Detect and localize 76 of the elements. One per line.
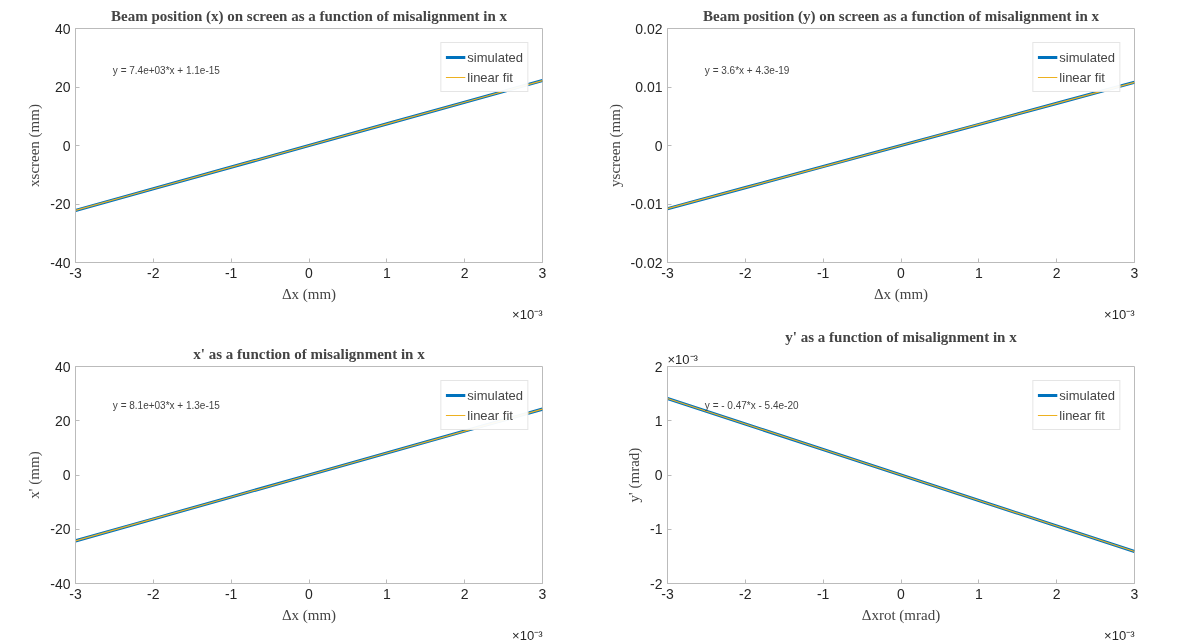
x-tick-label: 0 bbox=[897, 264, 906, 281]
x-tick-label: -2 bbox=[147, 585, 160, 602]
annotation: y = 8.1e+03*x + 1.3e-15 bbox=[112, 400, 221, 412]
x-tick-label: -1 bbox=[816, 264, 830, 281]
y-tick-label: 0.02 bbox=[635, 20, 663, 37]
chart-title: Beam position (x) on screen as a function of misalignment in x bbox=[111, 7, 508, 25]
y-tick-label: 40 bbox=[54, 20, 71, 37]
y-tick-label: 0 bbox=[654, 467, 663, 483]
y-tick-label: 2 bbox=[654, 358, 663, 375]
x-tick-label: -3 bbox=[661, 585, 674, 602]
annotation: y = 7.4e+03*x + 1.1e-15 bbox=[112, 65, 221, 77]
x-tick-label: -2 bbox=[739, 264, 752, 281]
annotation: y = 3.6*x + 4.3e-19 bbox=[704, 65, 790, 77]
y-tick-label: -20 bbox=[50, 521, 71, 538]
text: ×10⁻³ bbox=[1104, 627, 1136, 643]
legend-label: simulated bbox=[467, 49, 523, 65]
x-axis-title: Δx (mm) bbox=[281, 606, 337, 624]
y-axis-title: y' (mrad) bbox=[626, 447, 644, 503]
y-tick-label: -0.02 bbox=[630, 254, 663, 271]
x-tick-label: -3 bbox=[69, 585, 82, 602]
x-tick-label: -1 bbox=[224, 264, 238, 281]
x-tick-label: 3 bbox=[1130, 585, 1139, 602]
legend-label: linear fit bbox=[467, 407, 513, 423]
x-tick-label: 0 bbox=[305, 264, 314, 281]
y-axis-title: yscreen (mm) bbox=[606, 104, 624, 187]
text: ×10⁻³ bbox=[512, 306, 544, 322]
x-tick-label: 3 bbox=[1130, 264, 1139, 281]
chart-title: y' as a function of misalignment in x bbox=[785, 328, 1018, 345]
chart-title: Beam position (y) on screen as a function of misalignment in x bbox=[703, 7, 1100, 25]
y-tick-label: 20 bbox=[54, 412, 71, 429]
x-tick-label: 2 bbox=[460, 585, 469, 602]
x-tick-label: 1 bbox=[382, 585, 391, 602]
x-tick-label: -3 bbox=[69, 264, 82, 281]
y-tick-label: 0 bbox=[62, 467, 71, 483]
text: ×10⁻³ bbox=[1104, 306, 1136, 322]
x-tick-label: 1 bbox=[974, 585, 983, 602]
legend-label: linear fit bbox=[1059, 407, 1105, 423]
annotation: y = - 0.47*x - 5.4e-20 bbox=[704, 400, 799, 412]
x-tick-label: 2 bbox=[460, 264, 469, 281]
y-tick-label: -40 bbox=[50, 575, 71, 592]
x-tick-label: -2 bbox=[739, 585, 752, 602]
x-tick-label: 0 bbox=[897, 585, 906, 602]
x-tick-label: -3 bbox=[661, 264, 674, 281]
text: ×10⁻³ bbox=[512, 627, 544, 643]
legend-label: simulated bbox=[1059, 49, 1115, 65]
y-tick-label: -40 bbox=[50, 254, 71, 271]
legend-label: linear fit bbox=[467, 69, 513, 85]
x-tick-label: 2 bbox=[1052, 585, 1061, 602]
x-tick-label: 2 bbox=[1052, 264, 1061, 281]
y-tick-label: 0 bbox=[62, 137, 71, 154]
x-axis-title: Δx (mm) bbox=[873, 285, 929, 303]
x-tick-label: -1 bbox=[224, 585, 238, 602]
x-tick-label: 3 bbox=[538, 585, 547, 602]
x-tick-label: 3 bbox=[538, 264, 547, 281]
annotation: ×10⁻³ bbox=[667, 351, 699, 367]
x-axis-title: Δxrot (mrad) bbox=[861, 606, 941, 624]
y-tick-label: 20 bbox=[54, 79, 71, 95]
x-tick-label: -1 bbox=[816, 585, 830, 602]
y-tick-label: -1 bbox=[650, 521, 663, 538]
x-tick-label: -2 bbox=[147, 264, 160, 281]
x-tick-label: 1 bbox=[974, 264, 983, 281]
x-axis-title: Δx (mm) bbox=[281, 285, 337, 303]
y-axis-title: x' (mm) bbox=[26, 451, 44, 499]
y-tick-label: 0 bbox=[654, 137, 663, 154]
y-tick-label: -20 bbox=[50, 196, 71, 212]
y-tick-label: -0.01 bbox=[630, 196, 663, 212]
legend-label: linear fit bbox=[1059, 69, 1105, 85]
y-tick-label: 40 bbox=[54, 358, 71, 375]
chart-title: x' as a function of misalignment in x bbox=[193, 345, 426, 362]
y-tick-label: 0.01 bbox=[635, 79, 663, 95]
y-axis-title: xscreen (mm) bbox=[26, 104, 44, 187]
x-tick-label: 0 bbox=[305, 585, 314, 602]
legend-label: simulated bbox=[1059, 387, 1115, 403]
y-tick-label: 1 bbox=[654, 412, 663, 429]
x-tick-label: 1 bbox=[382, 264, 391, 281]
legend-label: simulated bbox=[467, 387, 523, 403]
